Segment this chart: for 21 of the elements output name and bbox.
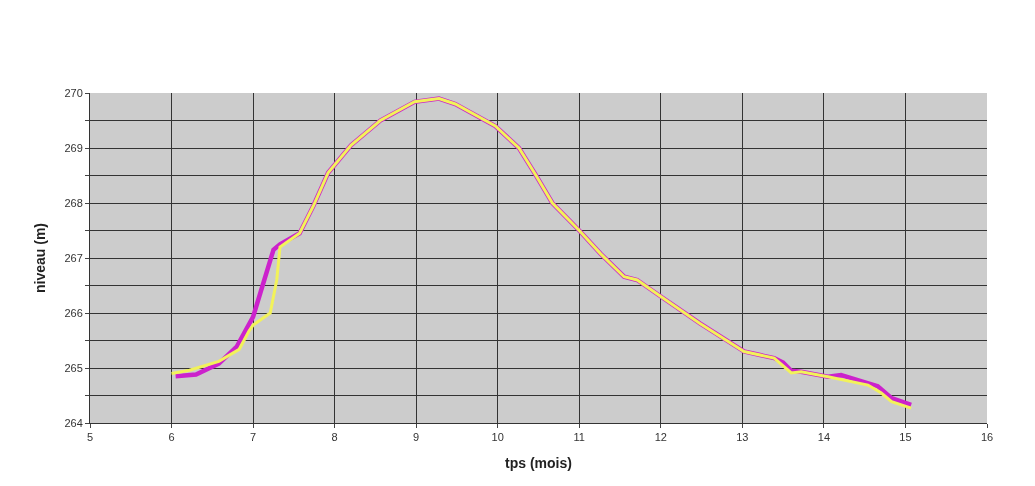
x-axis-title: tps (mois) [505, 454, 572, 471]
y-tick-label: 270 [64, 86, 83, 99]
x-tick-label: 5 [86, 431, 94, 444]
x-tick-label: 12 [654, 431, 667, 444]
x-tick-label: 14 [817, 431, 831, 444]
x-tick-label: 8 [331, 431, 338, 444]
x-tick-label: 11 [573, 431, 585, 444]
x-tick-label: 16 [980, 431, 994, 444]
x-tick-label: 6 [168, 431, 175, 444]
x-tick-label: 7 [250, 431, 257, 444]
x-tick-label: 15 [899, 431, 912, 444]
y-tick-label: 268 [64, 196, 83, 209]
y-tick-label: 267 [64, 251, 83, 264]
x-tick-label: 13 [736, 431, 749, 444]
y-tick-label: 265 [64, 361, 83, 374]
x-tick-label: 10 [491, 431, 504, 444]
x-tick-label: 9 [413, 431, 420, 444]
y-tick-label: 269 [64, 141, 83, 154]
y-tick-label: 266 [64, 306, 83, 319]
y-tick-label: 264 [64, 416, 83, 429]
y-axis-title: niveau (m) [32, 222, 49, 294]
